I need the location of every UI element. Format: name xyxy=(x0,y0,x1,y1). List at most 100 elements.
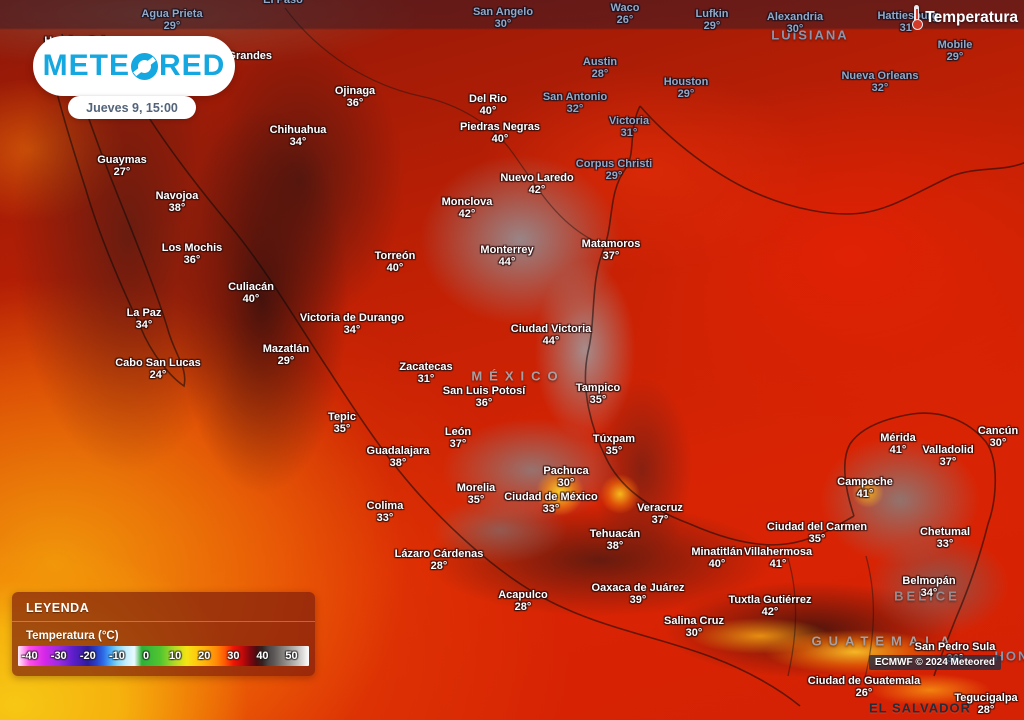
city-name: Tegucigalpa xyxy=(954,692,1018,704)
city-label: Colima 33° xyxy=(367,500,404,524)
city-temperature: 39° xyxy=(629,594,647,606)
city-label: Nueva Orleans 32° xyxy=(841,70,918,94)
city-label: Tegucigalpa 28° xyxy=(954,692,1017,716)
city-label: Campeche 41° xyxy=(837,476,893,500)
city-temperature: 40° xyxy=(708,558,726,570)
city-name: Victoria xyxy=(608,115,650,127)
city-name: Morelia xyxy=(456,482,496,494)
city-name: Chetumal xyxy=(919,526,971,538)
city-temperature: 36° xyxy=(346,97,364,109)
city-label: Ciudad Victoria 44° xyxy=(511,323,591,347)
city-label: Valladolid 37° xyxy=(922,444,973,468)
city-name: Alexandria xyxy=(766,11,824,23)
city-label: León 37° xyxy=(445,426,471,450)
city-label: Mazatlán 29° xyxy=(263,343,309,367)
city-label: San Angelo 30° xyxy=(473,6,533,30)
city-temperature: 28° xyxy=(977,704,995,716)
city-temperature: 40° xyxy=(242,293,260,305)
city-temperature: 32° xyxy=(566,103,584,115)
city-name: Minatitlán xyxy=(691,546,743,558)
city-name: Cancún xyxy=(977,425,1019,437)
city-temperature: 34° xyxy=(343,324,361,336)
city-label: Túxpam 35° xyxy=(593,433,635,457)
city-label: Lázaro Cárdenas 28° xyxy=(395,548,484,572)
city-temperature: 31° xyxy=(417,373,435,385)
city-temperature: 33° xyxy=(376,512,394,524)
city-label: Belmopán 34° xyxy=(902,575,955,599)
city-label: Piedras Negras 40° xyxy=(460,121,540,145)
city-temperature: 36° xyxy=(183,254,201,266)
city-temperature: 24° xyxy=(149,369,167,381)
city-name: Victoria de Durango xyxy=(299,312,405,324)
legend-tick: 50 xyxy=(285,650,298,662)
city-name: Cabo San Lucas xyxy=(115,357,201,369)
city-temperature: 28° xyxy=(430,560,448,572)
city-name: Campeche xyxy=(837,476,893,488)
city-label: Monterrey 44° xyxy=(480,244,533,268)
city-name: Mazatlán xyxy=(262,343,310,355)
city-name: Austin xyxy=(582,56,618,68)
city-temperature: 26° xyxy=(855,687,873,699)
legend-tick: 30 xyxy=(227,650,240,662)
city-name: Ojinaga xyxy=(334,85,376,97)
city-temperature: 42° xyxy=(528,184,546,196)
city-label: Pachuca 30° xyxy=(543,465,588,489)
city-name: Houston xyxy=(663,76,709,88)
city-temperature: 35° xyxy=(605,445,623,457)
city-name: Los Mochis xyxy=(161,242,223,254)
city-label: San Luis Potosí 36° xyxy=(443,385,526,409)
city-name: Guadalajara xyxy=(366,445,430,457)
city-name: Tampico xyxy=(575,382,621,394)
city-name: Agua Prieta xyxy=(141,8,203,20)
city-temperature: 44° xyxy=(542,335,560,347)
city-label: Ojinaga 36° xyxy=(335,85,375,109)
city-temperature: 31° xyxy=(899,22,917,34)
city-temperature: 29° xyxy=(677,88,695,100)
legend-tick: -30 xyxy=(50,650,67,662)
city-label: Victoria 31° xyxy=(609,115,649,139)
city-name: San Luis Potosí xyxy=(442,385,526,397)
city-temperature: 35° xyxy=(808,533,826,545)
city-name: Navojoa xyxy=(155,190,199,202)
city-name: Culiacán xyxy=(228,281,274,293)
city-label: Nuevo Laredo 42° xyxy=(500,172,573,196)
city-temperature: 26° xyxy=(616,14,634,26)
city-name: Túxpam xyxy=(592,433,636,445)
city-name: León xyxy=(444,426,472,438)
legend-tick: -10 xyxy=(108,650,125,662)
city-name: Guaymas xyxy=(97,154,147,166)
city-label: Alexandria 30° xyxy=(767,11,823,35)
city-name: La Paz xyxy=(126,307,162,319)
city-temperature: 30° xyxy=(557,477,575,489)
city-label: Minatitlán 40° xyxy=(691,546,742,570)
region-label: EL SALVADOR xyxy=(868,700,972,716)
city-temperature: 33° xyxy=(936,538,954,550)
city-temperature: 41° xyxy=(889,444,907,456)
legend-panel: LEYENDA Temperatura (°C) -40 -30 -20 -10 0 10… xyxy=(12,592,315,676)
city-name: Nuevo Laredo xyxy=(500,172,574,184)
meteored-logo: METE RED xyxy=(33,36,235,96)
city-label: Cancún 30° xyxy=(978,425,1018,449)
city-label: Morelia 35° xyxy=(457,482,496,506)
city-name: Matamoros xyxy=(581,238,641,250)
city-label: Navojoa 38° xyxy=(156,190,199,214)
city-label: Tuxtla Gutiérrez 42° xyxy=(729,594,812,618)
city-label: Chihuahua 34° xyxy=(270,124,327,148)
city-label: Tampico 35° xyxy=(576,382,620,406)
city-label: Lufkin 29° xyxy=(696,8,729,32)
city-temperature: 31° xyxy=(620,127,638,139)
temperature-colorbar: -40 -30 -20 -10 0 10 20 30 40 50 xyxy=(18,646,309,666)
city-name: Waco xyxy=(610,2,640,14)
city-label: Monclova 42° xyxy=(442,196,493,220)
city-name: Tepic xyxy=(328,411,356,423)
legend-tick: -20 xyxy=(79,650,96,662)
city-label: Waco 26° xyxy=(611,2,640,26)
city-label: Mérida 41° xyxy=(880,432,915,456)
city-temperature: 32° xyxy=(871,82,889,94)
city-temperature: 35° xyxy=(589,394,607,406)
city-name: Ciudad del Carmen xyxy=(766,521,868,533)
